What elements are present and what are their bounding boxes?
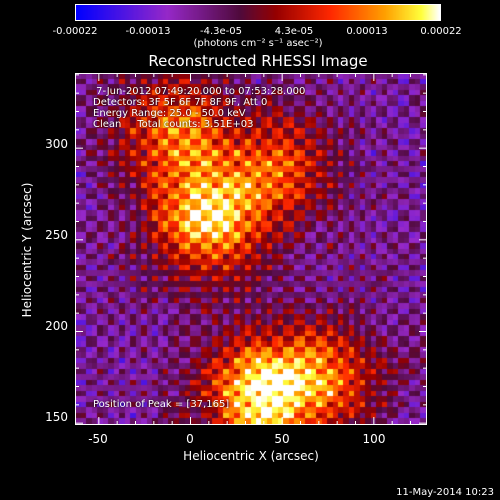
colorbar-tick: -4.3e-05: [200, 26, 242, 37]
x-axis-label: Heliocentric X (arcsec): [183, 449, 319, 463]
heatmap-image: [76, 74, 426, 424]
date-stamp: 11-May-2014 10:23: [396, 487, 494, 498]
colorbar-tick: -0.00013: [125, 26, 171, 37]
y-tick-label: 200: [45, 319, 68, 333]
plot-area: [75, 73, 427, 425]
x-tick-label: 0: [186, 432, 194, 446]
y-tick-label: 250: [45, 228, 68, 242]
info-time-range: 7-Jun-2012 07:49:20.000 to 07:53:28.000: [93, 86, 306, 97]
y-tick-label: 150: [45, 410, 68, 424]
info-clean-counts: Clean Total counts: 3.51E+03: [93, 119, 254, 130]
colorbar-tick: 0.00013: [346, 26, 388, 37]
x-tick-label: 50: [274, 432, 290, 446]
info-energy-range: Energy Range: 25.0 - 50.0 keV: [93, 108, 246, 119]
y-tick-label: 300: [45, 137, 68, 151]
colorbar-tick: 0.00022: [420, 26, 462, 37]
colorbar-tick: 4.3e-05: [274, 26, 314, 37]
chart-title: Reconstructed RHESSI Image: [148, 52, 368, 70]
colorbar-units: (photons cm⁻² s⁻¹ asec⁻²): [193, 38, 323, 49]
observation-info: 7-Jun-2012 07:49:20.000 to 07:53:28.000 D…: [93, 86, 305, 130]
x-tick-label: -50: [88, 432, 108, 446]
info-detectors: Detectors: 3F 5F 6F 7F 8F 9F, Att 0: [93, 97, 268, 108]
colorbar-tick: -0.00022: [52, 26, 98, 37]
y-axis-label: Heliocentric Y (arcsec): [20, 182, 34, 318]
colorbar: [75, 4, 441, 21]
peak-position-label: Position of Peak = [37,165]: [93, 399, 230, 410]
x-tick-label: 100: [362, 432, 386, 446]
